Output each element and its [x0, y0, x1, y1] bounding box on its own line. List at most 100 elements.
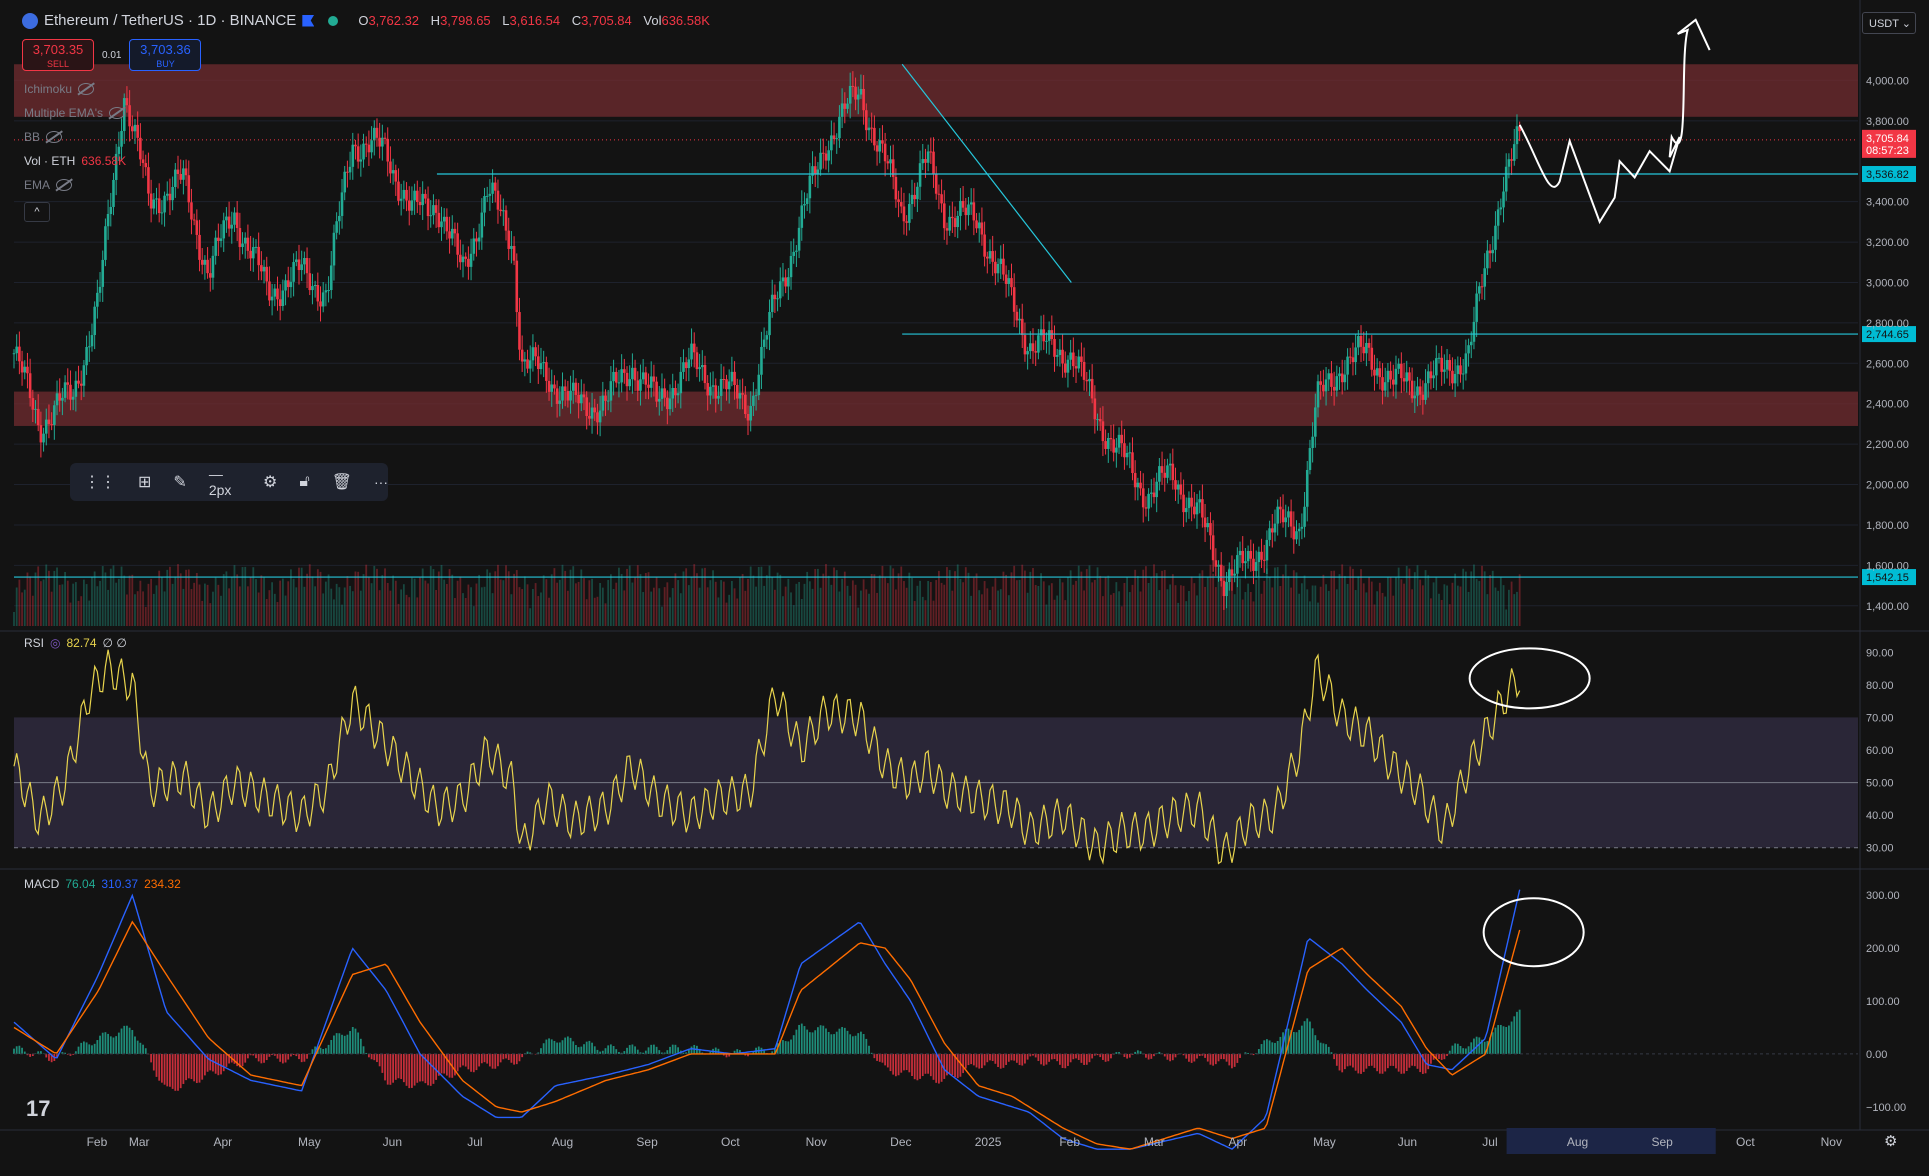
- macd-histogram-bar: [1067, 1053, 1069, 1066]
- indicator-ichimoku[interactable]: Ichimoku: [24, 82, 95, 96]
- flag-icon[interactable]: [302, 14, 315, 27]
- currency-select[interactable]: USDT ⌄: [1862, 12, 1916, 34]
- pencil-icon[interactable]: ✎: [173, 474, 187, 491]
- volume-bar: [886, 583, 889, 626]
- candle-body: [795, 250, 798, 252]
- macd-histogram-bar: [725, 1053, 728, 1058]
- macd-histogram-bar: [295, 1053, 298, 1057]
- macd-histogram-bar: [1274, 1042, 1276, 1054]
- volume-bar: [1362, 583, 1365, 626]
- candle-body: [50, 424, 53, 426]
- price-tick-label: 2,400.00: [1866, 399, 1909, 411]
- candle-body: [187, 175, 191, 203]
- volume-bar: [1214, 587, 1217, 626]
- volume-bar: [1217, 567, 1220, 626]
- volume-bar: [1333, 570, 1336, 626]
- volume-bar: [733, 588, 736, 626]
- hidden-eye-icon[interactable]: [108, 107, 125, 119]
- volume-bar: [308, 564, 311, 626]
- macd-histogram-bar: [478, 1053, 481, 1067]
- candle-body: [461, 256, 465, 263]
- candle-body: [410, 200, 414, 211]
- candle-body: [1303, 506, 1306, 527]
- candle-body: [722, 378, 726, 380]
- indicator-volume[interactable]: Vol · ETH 636.58K: [24, 154, 126, 168]
- macd-histogram-bar: [120, 1028, 123, 1054]
- indicator-ema[interactable]: EMA: [24, 178, 73, 192]
- candle-body: [1090, 378, 1094, 399]
- rsi-legend[interactable]: RSI ◎ 82.74 ∅ ∅: [24, 636, 127, 650]
- more-icon[interactable]: ···: [374, 474, 388, 490]
- candle-body: [284, 280, 287, 291]
- line-width-button[interactable]: — 2px: [208, 466, 232, 498]
- candle-body: [623, 369, 626, 373]
- candle-body: [214, 237, 217, 256]
- macd-histogram-bar: [981, 1053, 983, 1069]
- macd-histogram-bar: [908, 1053, 911, 1073]
- macd-histogram-bar: [402, 1053, 405, 1083]
- macd-histogram-bar: [962, 1053, 964, 1074]
- macd-histogram-bar: [607, 1045, 610, 1054]
- symbol-name[interactable]: Ethereum / TetherUS · 1D · BINANCE: [44, 12, 297, 29]
- volume-bar: [1478, 581, 1481, 626]
- candle-body: [313, 284, 317, 287]
- sell-button[interactable]: 3,703.35 SELL: [22, 39, 94, 71]
- indicator-multiple-emas[interactable]: Multiple EMA's: [24, 106, 125, 120]
- macd-histogram-bar: [203, 1053, 206, 1076]
- macd-histogram-bar: [940, 1053, 943, 1082]
- candle-body: [39, 425, 43, 443]
- buy-button[interactable]: 3,703.36 BUY: [129, 39, 202, 71]
- macd-histogram-bar: [991, 1053, 994, 1062]
- macd-histogram-bar: [634, 1046, 636, 1054]
- templates-icon[interactable]: ⊞: [138, 474, 152, 491]
- candle-body: [657, 398, 661, 402]
- candle-body: [442, 216, 446, 222]
- macd-histogram-bar: [163, 1053, 166, 1085]
- volume-bar: [357, 571, 360, 626]
- macd-histogram-bar: [1005, 1053, 1008, 1065]
- spread-value: 0.01: [102, 49, 122, 61]
- candle-body: [550, 384, 554, 392]
- rsi-settings-icon[interactable]: ◎: [50, 636, 61, 650]
- candle-body: [687, 359, 691, 369]
- volume-bar: [322, 593, 325, 626]
- volume-bar: [938, 570, 940, 626]
- hidden-eye-icon[interactable]: [78, 83, 95, 95]
- tradingview-logo: 17: [26, 1096, 51, 1121]
- volume-bar: [177, 564, 179, 626]
- macd-histogram-bar: [1072, 1053, 1075, 1060]
- volume-bar: [292, 578, 295, 626]
- macd-histogram-bar: [263, 1053, 265, 1063]
- macd-histogram-bar: [1349, 1053, 1352, 1066]
- volume-bar: [263, 577, 265, 626]
- last-price-badge: [1862, 129, 1916, 158]
- drag-handle-icon[interactable]: ⋮⋮: [84, 474, 116, 491]
- macd-histogram-bar: [1042, 1053, 1045, 1066]
- macd-histogram-bar: [1236, 1053, 1239, 1063]
- macd-legend[interactable]: MACD 76.04 310.37 234.32: [24, 877, 181, 891]
- macd-histogram-bar: [999, 1053, 1002, 1069]
- trash-icon[interactable]: 🗑︎: [331, 474, 352, 491]
- macd-histogram-bar: [876, 1053, 878, 1061]
- collapse-legend-button[interactable]: ^: [24, 202, 50, 222]
- candle-body: [1222, 580, 1226, 597]
- volume-bar: [653, 587, 655, 626]
- indicator-bb[interactable]: BB: [24, 130, 63, 144]
- candle-body: [867, 127, 871, 131]
- candle-body: [1179, 484, 1183, 495]
- candle-body: [1198, 499, 1202, 503]
- macd-histogram-bar: [1370, 1053, 1373, 1066]
- macd-histogram-bar: [1096, 1053, 1099, 1056]
- lock-icon[interactable]: 🔓︎: [299, 473, 310, 490]
- hidden-eye-icon[interactable]: [56, 179, 73, 191]
- volume-bar: [1290, 587, 1293, 626]
- volume-bar: [247, 586, 249, 626]
- macd-histogram-bar: [48, 1053, 50, 1061]
- chart-settings-icon[interactable]: ⚙: [1884, 1133, 1898, 1150]
- candle-body: [295, 259, 298, 263]
- hidden-eye-icon[interactable]: [46, 131, 63, 143]
- settings-icon[interactable]: ⚙: [262, 474, 278, 491]
- macd-histogram-bar: [206, 1053, 209, 1072]
- candle-body: [1211, 535, 1215, 561]
